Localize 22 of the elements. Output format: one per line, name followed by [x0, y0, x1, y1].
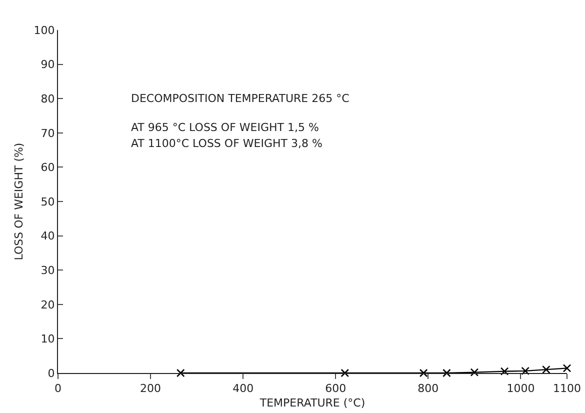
y-tick-label: 80 [40, 92, 55, 106]
x-tick-label: 400 [232, 382, 254, 396]
y-tick-label: 60 [40, 161, 55, 174]
annotation: AT 965 °C LOSS OF WEIGHT 1,5 % [131, 121, 319, 134]
y-tick-label: 0 [48, 366, 55, 380]
annotation: AT 1100°C LOSS OF WEIGHT 3,8 % [131, 137, 322, 150]
x-tick-label: 800 [418, 382, 439, 396]
y-tick-label: 50 [40, 195, 55, 208]
x-tick-label: 1100 [553, 382, 581, 396]
y-tick-label: 100 [34, 24, 55, 37]
x-tick-label: 200 [140, 382, 162, 396]
y-tick-label: 40 [40, 230, 55, 243]
y-tick-label: 20 [40, 298, 55, 312]
annotation: DECOMPOSITION TEMPERATURE 265 °C [131, 92, 350, 105]
x-axis-title: TEMPERATURE (°C) [258, 396, 366, 410]
y-tick-label: 10 [40, 332, 55, 346]
x-tick-label: 1000 [506, 382, 535, 396]
y-tick-label: 30 [40, 264, 55, 277]
y-tick-label: 70 [40, 126, 55, 140]
x-tick-label: 600 [325, 382, 346, 396]
y-tick-label: 90 [40, 58, 55, 72]
y-axis-title: LOSS OF WEIGHT (%) [12, 142, 26, 260]
